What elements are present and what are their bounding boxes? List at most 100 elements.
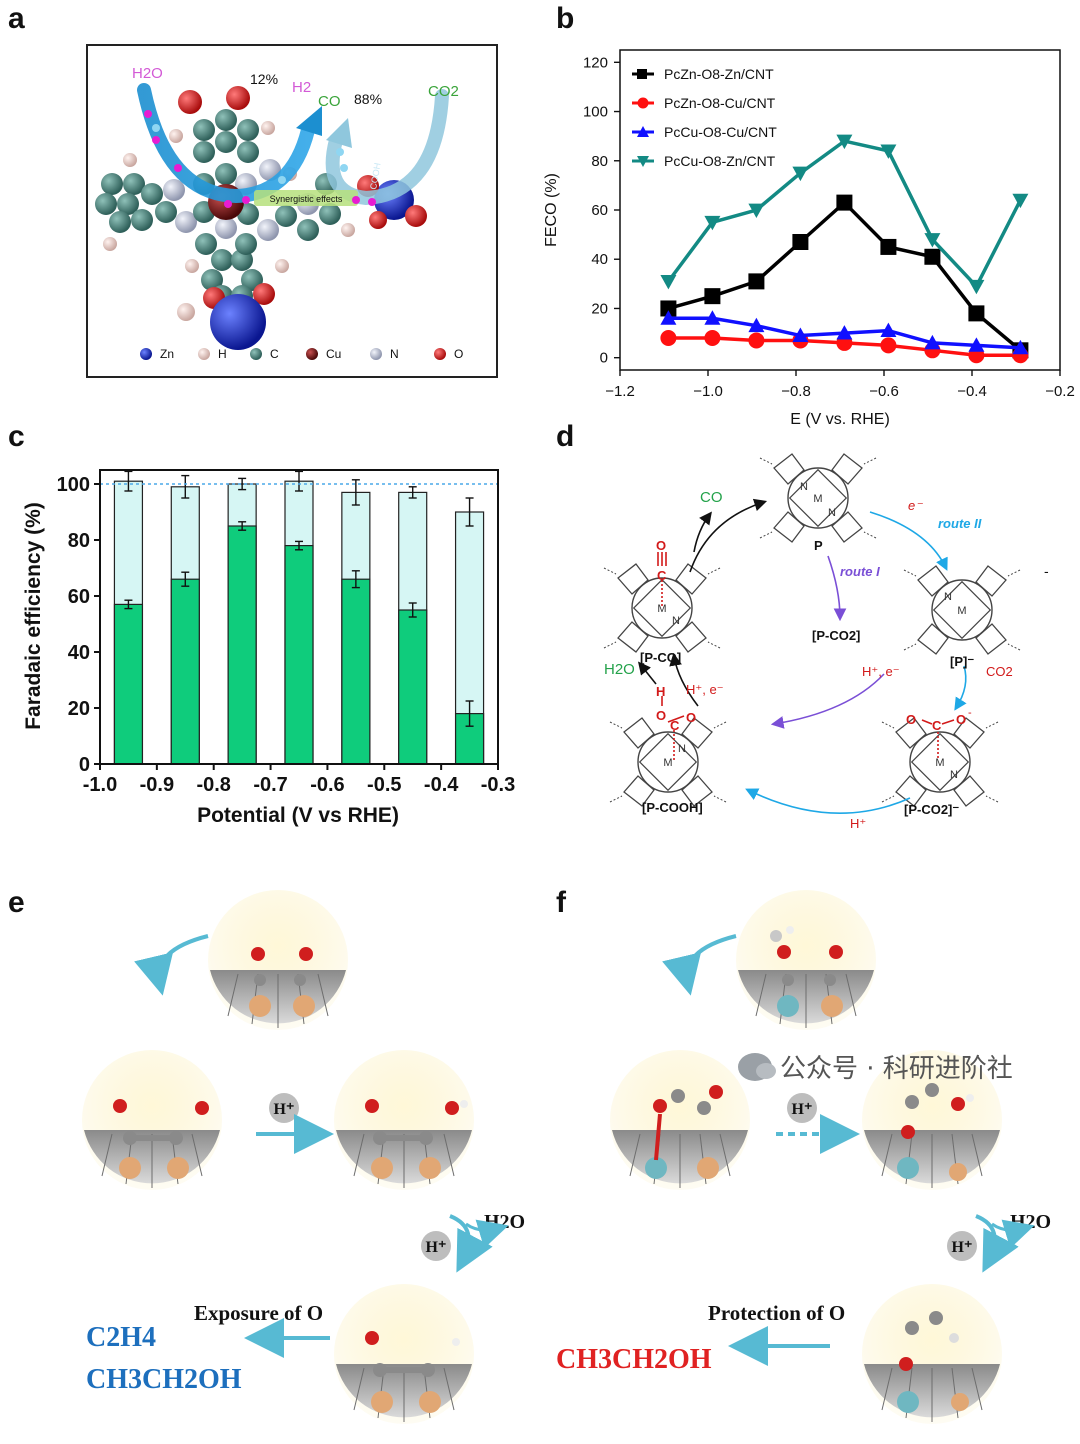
chart-b-point xyxy=(968,279,985,295)
legend-c: C xyxy=(270,347,279,361)
chart-b-point xyxy=(792,166,809,182)
p-co-label: [P-CO] xyxy=(640,650,681,665)
synergy-label: Synergistic effects xyxy=(270,194,343,204)
nitrogen-label: N xyxy=(800,481,808,493)
chart-b-point xyxy=(880,238,897,255)
metal-label: M xyxy=(657,603,666,615)
h2o-label: H2O xyxy=(132,65,163,82)
co-percent: 88% xyxy=(354,91,382,107)
p-minus-charge: - xyxy=(1044,563,1049,579)
metal-label: M xyxy=(813,493,822,505)
disc-3 xyxy=(861,1049,1003,1191)
h2-arrowhead xyxy=(296,106,322,136)
wechat-icon xyxy=(738,1052,776,1081)
p-co2-label: [P-CO2] xyxy=(812,628,860,643)
h-plus-2: H⁺ xyxy=(952,1239,973,1256)
chart-c-ytick-label: 0 xyxy=(79,754,90,776)
arrow-route-i-h xyxy=(770,673,885,729)
protection-label: Protection of O xyxy=(708,1301,845,1325)
chart-b-point xyxy=(704,288,721,305)
metal-label: M xyxy=(935,757,944,769)
p-label: P xyxy=(814,538,823,553)
chart-b-point xyxy=(924,248,941,265)
o-atom-label: O xyxy=(656,708,666,723)
chart-b-point xyxy=(704,215,721,231)
chart-c-axes-frame xyxy=(99,469,499,765)
h2-label: H2 xyxy=(292,79,311,96)
h-e-label-right: H⁺, e⁻ xyxy=(862,664,900,679)
arrow-co-release xyxy=(689,498,768,573)
chart-b-xtick-label: −0.4 xyxy=(957,383,987,400)
proton-marker xyxy=(340,164,348,172)
chart-b-point xyxy=(748,203,765,218)
chart-b-point xyxy=(836,134,853,150)
chart-b-ytick-label: 0 xyxy=(600,350,608,367)
arrow-route-i xyxy=(827,555,847,622)
product-ethanol: CH3CH2OH xyxy=(86,1364,242,1395)
disc-2 xyxy=(609,1049,751,1191)
chart-b-point xyxy=(880,322,897,338)
chart-b-ylabel: FECO (%) xyxy=(543,173,560,247)
electron-marker xyxy=(144,110,152,118)
h2o-product-label: H2O xyxy=(604,661,635,678)
arrow-f-1 xyxy=(662,934,737,996)
h-plus-label: H⁺ xyxy=(850,816,866,831)
p-co2-minus-label: [P-CO2]⁻ xyxy=(904,802,959,817)
arrow-e-h2o xyxy=(465,1219,509,1249)
route-ii-label: route II xyxy=(938,516,982,531)
nitrogen-label: N xyxy=(944,591,952,603)
h-plus-ball xyxy=(269,1093,299,1123)
nitrogen-label: N xyxy=(828,507,836,519)
chart-c-ytick-label: 80 xyxy=(68,530,90,552)
proton-marker xyxy=(336,148,344,156)
exposure-label: Exposure of O xyxy=(194,1301,323,1325)
chart-b-point xyxy=(704,330,721,346)
p-minus-label: [P]⁻ xyxy=(950,654,974,669)
chart-b-point xyxy=(660,274,677,290)
c-atom-label: C xyxy=(932,718,942,733)
chart-b-point xyxy=(836,325,853,340)
chart-b-point xyxy=(880,144,897,159)
panel-letter-b: b xyxy=(556,2,575,35)
chart-c-co-bar xyxy=(170,578,200,765)
chart-c-xtick-label: -0.4 xyxy=(424,774,459,796)
c-atom-label: C xyxy=(657,568,667,583)
chart-b-xtick-label: −0.6 xyxy=(869,383,899,400)
cooh-label: COOH xyxy=(368,162,383,190)
watermark-text: 公众号 · 科研进阶社 xyxy=(780,1054,1013,1084)
h-plus-2: H⁺ xyxy=(426,1239,447,1256)
chart-c-xtick-label: -1.0 xyxy=(83,774,117,796)
panel-letter-d: d xyxy=(556,420,575,453)
legend-h: H xyxy=(218,347,227,361)
c-atom-label: C xyxy=(670,718,680,733)
chart-b-point xyxy=(1012,339,1029,355)
arrow-cooh-to-co xyxy=(669,652,699,707)
chart-c-co-bar xyxy=(227,525,257,765)
electron-marker xyxy=(152,136,160,144)
electron-marker xyxy=(174,164,182,172)
h-plus-1: H⁺ xyxy=(274,1101,295,1118)
chart-b-legend-label: PcZn-O8-Zn/CNT xyxy=(664,66,774,82)
nitrogen-label: N xyxy=(950,769,958,781)
nitrogen-label: N xyxy=(672,615,680,627)
chart-b-point xyxy=(660,310,677,325)
chart-b-xlabel: E (V vs. RHE) xyxy=(790,411,890,428)
chart-c-ytick-label: 20 xyxy=(68,698,90,720)
panel-a-legend: Zn H C Cu N O xyxy=(140,347,463,361)
chart-b-point xyxy=(968,337,985,352)
p-cooh-label: [P-COOH] xyxy=(642,800,703,815)
scheme-f: H⁺ H⁺ H2O Protection of O CH3CH2OH xyxy=(556,889,1051,1425)
legend-o: O xyxy=(454,347,463,361)
panel-letter-a: a xyxy=(8,2,25,35)
product-ethanol: CH3CH2OH xyxy=(556,1344,712,1375)
chart-c: -1.0 -0.9 -0.8 -0.7 -0.6 -0.5 -0.4 -0.3 0 20 40 60 8… xyxy=(22,469,515,827)
chart-b-xtick-label: −0.8 xyxy=(781,383,811,400)
legend-cu: Cu xyxy=(326,347,341,361)
synergy-band xyxy=(254,190,358,206)
chart-b-ytick-label: 120 xyxy=(583,54,608,71)
panel-a-figure: Synergistic effects COOH H2O 12% H2 CO 8… xyxy=(86,44,498,378)
molecule xyxy=(95,86,427,350)
electron-marker xyxy=(242,196,250,204)
electron-marker xyxy=(224,200,232,208)
arrow-co2-binding xyxy=(954,665,967,711)
